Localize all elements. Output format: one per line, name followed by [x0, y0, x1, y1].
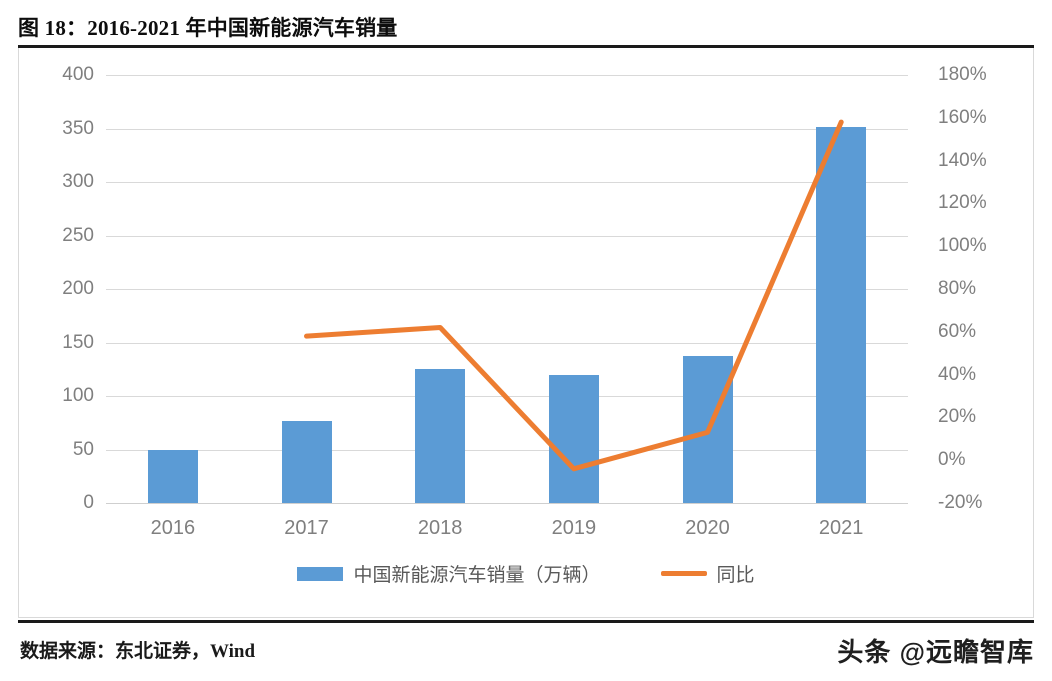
left-axis-tick: 250 — [62, 224, 94, 246]
right-axis-tick: 40% — [938, 363, 977, 385]
right-axis-tick: 120% — [938, 192, 987, 214]
gridline — [106, 396, 908, 397]
chart-container: 0 50 100 150 200 250 300 350 400 -20% 0% 20% 40% 60%… — [18, 48, 1034, 618]
bar-2018[interactable] — [415, 369, 466, 503]
left-axis-tick: 350 — [62, 117, 94, 139]
watermark: 头条 @远瞻智库 — [837, 637, 1034, 667]
left-axis-tick: 300 — [62, 171, 94, 192]
left-axis-tick: 200 — [62, 278, 94, 299]
left-axis-tick: 100 — [62, 385, 94, 406]
right-axis-tick: 180% — [938, 64, 987, 85]
gridline — [106, 289, 908, 290]
x-axis-label-2019: 2019 — [551, 517, 597, 539]
left-axis-tick: 150 — [62, 331, 94, 353]
gridline — [106, 503, 908, 504]
left-axis-tick: 50 — [72, 438, 94, 460]
bar-2020[interactable] — [682, 356, 733, 503]
bar-2019[interactable] — [548, 374, 599, 503]
legend-item-yoy[interactable]: 同比 — [660, 560, 755, 587]
x-axis-label-2020: 2020 — [685, 517, 730, 539]
right-axis-tick: 140% — [938, 149, 987, 171]
legend-item-sales[interactable]: 中国新能源汽车销量（万辆） — [297, 560, 601, 587]
legend-label-sales: 中国新能源汽车销量（万辆） — [353, 565, 601, 586]
right-axis-tick: 20% — [938, 406, 977, 428]
gridline — [106, 235, 908, 237]
line-series-layer — [304, 119, 844, 472]
gridline — [106, 128, 908, 130]
gridline — [106, 182, 908, 183]
x-axis-label-2018: 2018 — [417, 517, 463, 539]
bar-swatch-icon — [297, 566, 344, 581]
left-axis-tick: 0 — [83, 492, 94, 513]
source-note: 数据来源：东北证券，Wind — [20, 641, 256, 662]
title-divider — [18, 45, 1034, 48]
gridline — [106, 342, 908, 344]
right-axis-tick: 100% — [938, 235, 987, 257]
gridline — [106, 449, 908, 451]
right-axis-tick: 0% — [938, 449, 966, 471]
x-axis-label-2017: 2017 — [284, 517, 329, 539]
bar-2021[interactable] — [816, 127, 867, 503]
figure-title: 图 18：2016-2021 年中国新能源汽车销量 — [18, 16, 398, 40]
line-swatch-icon — [660, 571, 707, 576]
right-axis-tick: 160% — [938, 106, 987, 128]
x-axis-label-2016: 2016 — [150, 517, 196, 539]
bar-2017[interactable] — [281, 420, 332, 503]
bar-2016[interactable] — [147, 449, 198, 503]
right-axis-tick: -20% — [938, 492, 983, 513]
x-axis-label-2021: 2021 — [818, 517, 864, 539]
footer-divider — [18, 620, 1034, 623]
gridline — [106, 75, 908, 76]
left-axis-tick: 400 — [62, 64, 94, 85]
right-axis-tick: 80% — [938, 278, 977, 299]
legend-label-yoy: 同比 — [716, 565, 755, 586]
chart-legend: 中国新能源汽车销量（万辆） 同比 — [19, 560, 1033, 587]
plot-area: 0 50 100 150 200 250 300 350 400 -20% 0% 20% 40% 60%… — [62, 64, 986, 539]
right-axis-tick: 60% — [938, 320, 977, 342]
